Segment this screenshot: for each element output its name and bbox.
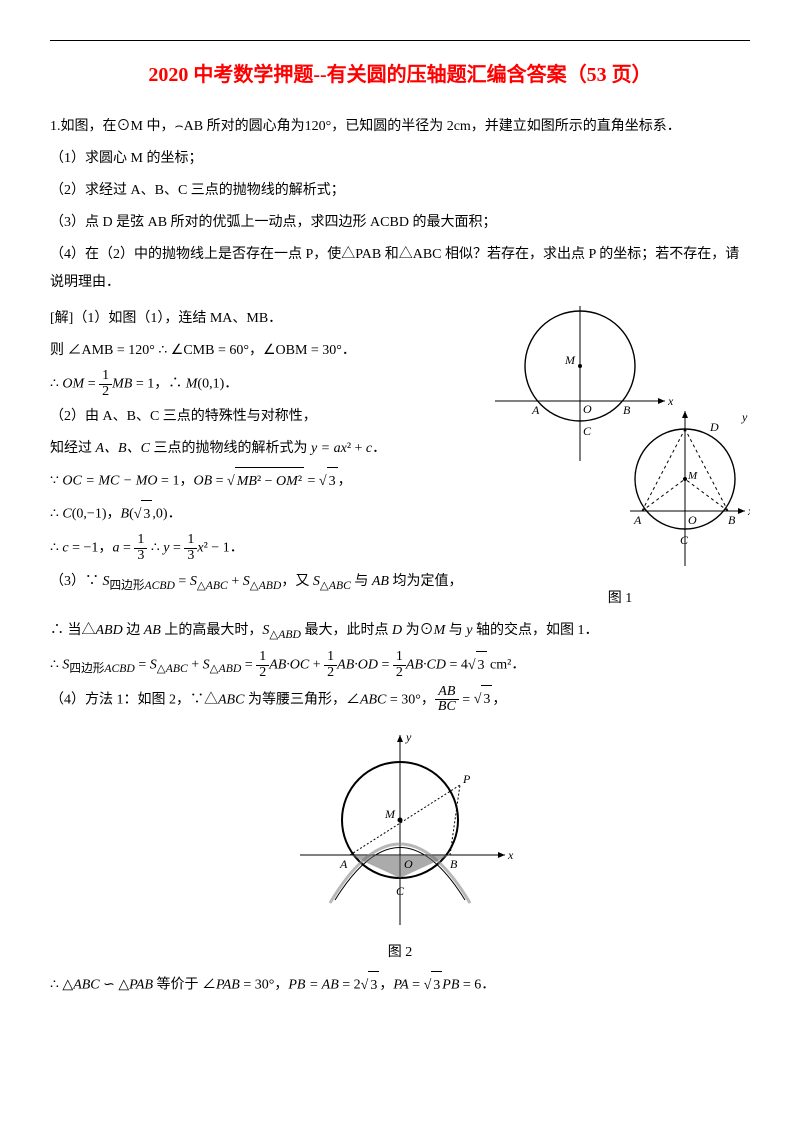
svg-text:y: y [405,730,412,744]
svg-text:x: x [507,848,514,862]
top-rule [50,40,750,41]
sol-4a: （4）方法 1：如图 2，∵△ABC 为等腰三角形，∠ABC = 30°，ABB… [50,685,750,715]
fig1-label: 图 1 [490,585,750,613]
svg-text:B: B [623,403,631,417]
sol-2e: ∴ C(0,−1)，B(3,0)． [50,500,480,529]
svg-text:x: x [667,394,674,408]
svg-text:O: O [404,857,413,871]
svg-text:A: A [531,403,540,417]
sol-1a: 则 ∠AMB = 120° ∴ ∠CMB = 60°，∠OBM = 30°． [50,337,480,365]
svg-text:O: O [688,513,697,527]
sol-3b: ∴ 当△ABD 边 AB 上的高最大时，S△ABD 最大，此时点 D 为⊙M 与… [50,617,750,646]
svg-text:D: D [709,420,719,434]
figure-1: x M A O B C x y M [490,301,750,613]
q1-p2: （2）求经过 A、B、C 三点的抛物线的解析式； [50,177,750,205]
svg-text:B: B [450,857,458,871]
q1-stem: 1.如图，在⊙M 中，⌢AB 所对的圆心角为120°，已知圆的半径为 2cm，并… [50,113,750,141]
sol-1-head: [解]（1）如图（1），连结 MA、MB． [50,305,480,333]
q1-p3: （3）点 D 是弦 AB 所对的优弧上一动点，求四边形 ACBD 的最大面积； [50,209,750,237]
svg-text:B: B [728,513,736,527]
svg-text:M: M [384,807,396,821]
svg-text:x: x [747,504,750,518]
sol-1b: ∴ OM = 12MB = 1，∴ M(0,1)． [50,369,480,399]
q1-p1: （1）求圆心 M 的坐标； [50,145,750,173]
svg-text:O: O [583,402,592,416]
q1-p4: （4）在（2）中的抛物线上是否存在一点 P，使△PAB 和△ABC 相似？若存在… [50,241,750,297]
page-title: 2020 中考数学押题--有关圆的压轴题汇编含答案（53 页） [50,55,750,95]
figure-2: x y M P A O B C 图 2 [50,725,750,967]
svg-text:P: P [462,772,471,786]
sol-3c: ∴ S四边形ACBD = S△ABC + S△ABD = 12AB·OC + 1… [50,650,750,681]
svg-text:C: C [396,884,405,898]
svg-text:C: C [680,533,689,547]
sol-2f: ∴ c = −1，a = 13 ∴ y = 13x² − 1． [50,533,480,563]
svg-text:M: M [564,353,576,367]
sol-4b: ∴ △ABC ∽ △PAB 等价于 ∠PAB = 30°，PB = AB = 2… [50,971,750,1000]
sol-2d: ∵ OC = MC − MO = 1，OB = MB² − OM² = 3， [50,467,480,496]
svg-text:y: y [741,410,748,424]
svg-text:A: A [633,513,642,527]
sol-2c: 知经过 A、B、C 三点的抛物线的解析式为 y = ax² + c． [50,435,480,463]
svg-text:M: M [687,470,698,482]
fig2-label: 图 2 [50,939,750,967]
sol-3a: （3）∵ S四边形ACBD = S△ABC + S△ABD，又 S△ABC 与 … [50,568,480,597]
svg-text:A: A [339,857,348,871]
sol-2b: （2）由 A、B、C 三点的特殊性与对称性， [50,403,480,431]
svg-text:C: C [583,424,592,438]
